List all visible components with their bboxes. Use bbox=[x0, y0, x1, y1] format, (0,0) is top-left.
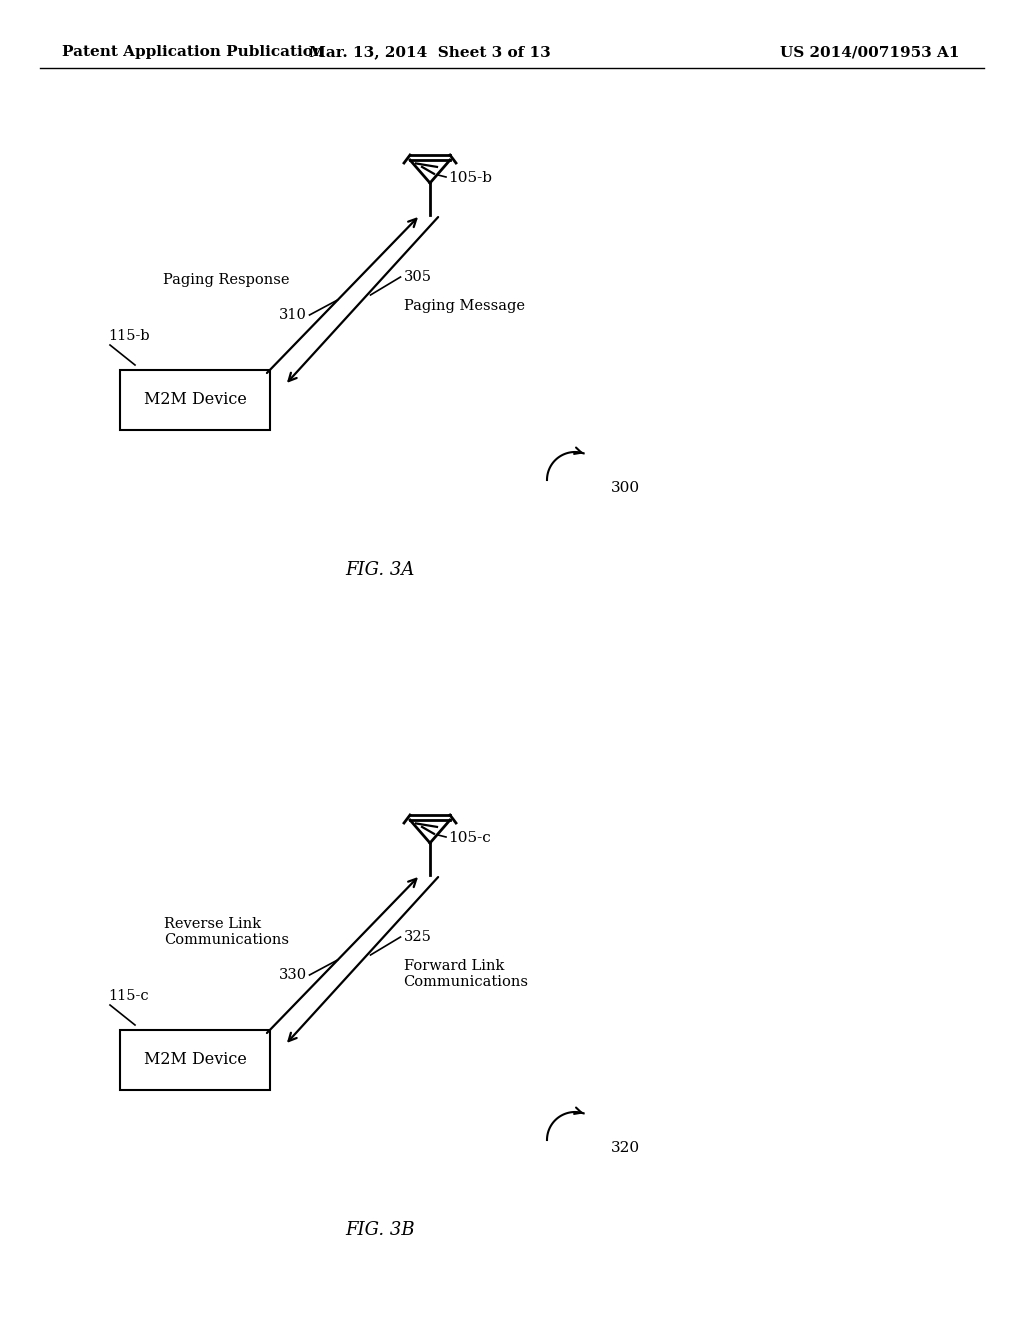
Text: 300: 300 bbox=[611, 480, 640, 495]
Text: 330: 330 bbox=[279, 968, 306, 982]
Text: Paging Message: Paging Message bbox=[403, 300, 524, 313]
Text: 105-b: 105-b bbox=[449, 172, 492, 185]
Text: 115-c: 115-c bbox=[108, 989, 148, 1003]
Text: Forward Link
Communications: Forward Link Communications bbox=[403, 960, 528, 989]
Text: 325: 325 bbox=[403, 931, 431, 944]
Text: Mar. 13, 2014  Sheet 3 of 13: Mar. 13, 2014 Sheet 3 of 13 bbox=[309, 45, 551, 59]
FancyBboxPatch shape bbox=[120, 370, 270, 430]
Text: Reverse Link
Communications: Reverse Link Communications bbox=[165, 917, 290, 946]
Text: M2M Device: M2M Device bbox=[143, 1052, 247, 1068]
Text: 305: 305 bbox=[403, 271, 431, 284]
Text: Patent Application Publication: Patent Application Publication bbox=[62, 45, 324, 59]
Text: FIG. 3A: FIG. 3A bbox=[345, 561, 415, 579]
Text: 320: 320 bbox=[611, 1140, 640, 1155]
Text: FIG. 3B: FIG. 3B bbox=[345, 1221, 415, 1239]
Text: Paging Response: Paging Response bbox=[163, 273, 290, 286]
Text: 105-c: 105-c bbox=[449, 832, 490, 845]
Text: M2M Device: M2M Device bbox=[143, 392, 247, 408]
Text: 115-b: 115-b bbox=[108, 329, 150, 343]
Text: 310: 310 bbox=[279, 308, 306, 322]
FancyBboxPatch shape bbox=[120, 1030, 270, 1090]
Text: US 2014/0071953 A1: US 2014/0071953 A1 bbox=[780, 45, 961, 59]
